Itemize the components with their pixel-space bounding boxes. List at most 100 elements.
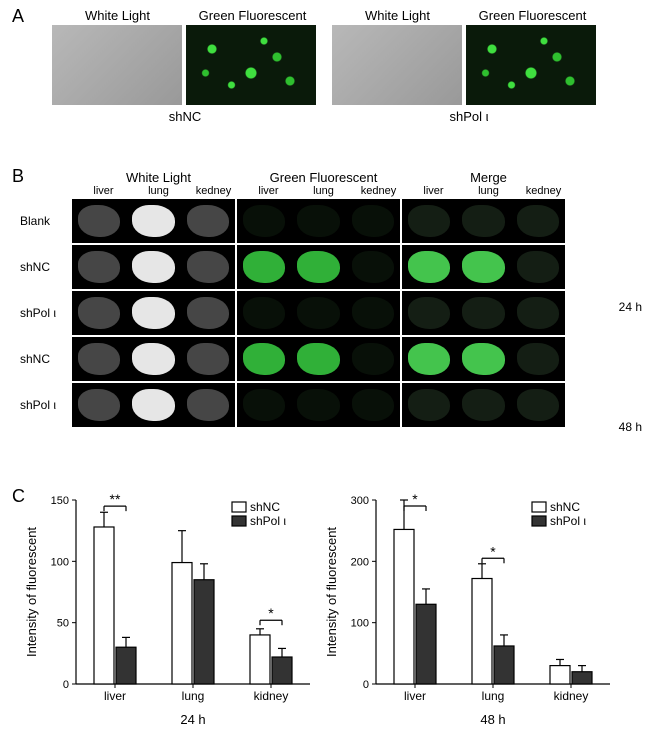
panel-b-th-1: Green Fluorescent [241,170,406,185]
svg-text:200: 200 [351,556,369,568]
svg-text:48 h: 48 h [480,712,505,727]
panel-b-organ-2-mg-0 [402,291,456,335]
panel-b-organ-1-wl-1 [126,245,180,289]
panel-b-organ-3-mg-2 [511,337,565,381]
panel-b-row-imgs-4 [72,383,567,427]
panel-b-strip-0-mg [402,199,565,243]
panel-b-row-2: shPol ι [20,291,640,335]
panel-b-strip-0-wl [72,199,235,243]
svg-text:150: 150 [51,495,69,507]
panel-b-organ-3-gf-0 [237,337,291,381]
panel-b-organ-2-gf-1 [291,291,345,335]
panel-b-organ-4-mg-0 [402,383,456,427]
chart-24h: 050100150Intensity of fluorescentliverlu… [20,490,320,730]
svg-text:shPol ι: shPol ι [250,514,286,528]
panel-b-rowlabel-3: shNC [20,352,72,366]
panel-b-organ-4-mg-2 [511,383,565,427]
svg-text:0: 0 [63,679,69,691]
panel-b-th-0: White Light [76,170,241,185]
svg-text:kidney: kidney [554,689,589,703]
sh-0: liver [76,185,131,197]
panel-b-organ-2-wl-2 [181,291,235,335]
svg-text:shPol ι: shPol ι [550,514,586,528]
panel-b-organ-2-mg-1 [456,291,510,335]
panel-b-organ-4-gf-1 [291,383,345,427]
panel-b-strip-2-wl [72,291,235,335]
panel-b-strip-1-wl [72,245,235,289]
panel-b-row-3: shNC [20,337,640,381]
chart-48h: 0100200300Intensity of fluorescentliverl… [320,490,620,730]
sh-1: lung [131,185,186,197]
panel-b-organ-4-wl-0 [72,383,126,427]
panel-b-organ-0-gf-1 [291,199,345,243]
sh-3: liver [241,185,296,197]
panel-b-organ-2-wl-1 [126,291,180,335]
sh-5: kedney [351,185,406,197]
panel-b-th-2: Merge [406,170,571,185]
panel-b-organ-4-gf-0 [237,383,291,427]
panel-b-strip-4-wl [72,383,235,427]
svg-text:lung: lung [182,689,205,703]
panel-b-row-imgs-3 [72,337,567,381]
panel-b-organ-2-gf-0 [237,291,291,335]
panel-a-img-shpol-wl [332,25,462,105]
panel-b-sub-headers: liverlungkedney liverlungkedney liverlun… [76,185,640,197]
panel-b-organ-1-mg-2 [511,245,565,289]
panel-b-organ-2-gf-2 [346,291,400,335]
panel-b-rows: BlankshNCshPol ιshNCshPol ι [20,199,640,427]
panel-b-top-headers: White Light Green Fluorescent Merge [76,170,640,185]
panel-b-organ-1-gf-1 [291,245,345,289]
panel-b-organ-4-mg-1 [456,383,510,427]
panel-b-organ-0-mg-1 [456,199,510,243]
panel-b-organ-1-wl-0 [72,245,126,289]
panel-b-organ-1-wl-2 [181,245,235,289]
panel-b-organ-3-gf-2 [346,337,400,381]
panel-b-row-imgs-0 [72,199,567,243]
panel-a-img-shnc-gf [186,25,316,105]
panel-b-organ-0-wl-2 [181,199,235,243]
panel-a-img-shpol-gf [466,25,596,105]
panel-b-rowlabel-2: shPol ι [20,306,72,320]
chart-24h-svg: 050100150Intensity of fluorescentliverlu… [20,490,320,730]
panel-b-strip-3-wl [72,337,235,381]
panel-b-organ-0-mg-2 [511,199,565,243]
panel-b-time-24: 24 h [619,300,642,314]
panel-a-header-2: White Light [330,8,465,23]
panel-b-rowlabel-4: shPol ι [20,398,72,412]
panel-b-strip-4-mg [402,383,565,427]
panel-b-row-4: shPol ι [20,383,640,427]
panel-b-strip-3-gf [237,337,400,381]
panel-b: White Light Green Fluorescent Merge live… [20,170,640,427]
panel-b-organ-4-wl-2 [181,383,235,427]
sh-8: kedney [516,185,571,197]
svg-text:*: * [412,491,418,507]
panel-b-rowlabel-0: Blank [20,214,72,228]
panel-b-organ-4-gf-2 [346,383,400,427]
panel-b-organ-0-mg-0 [402,199,456,243]
panel-b-row-0: Blank [20,199,640,243]
svg-text:liver: liver [404,689,426,703]
svg-text:kidney: kidney [254,689,289,703]
panel-a-captions: shNC shPol ι [50,109,630,124]
panel-b-organ-3-gf-1 [291,337,345,381]
panel-b-organ-0-wl-0 [72,199,126,243]
svg-text:24 h: 24 h [180,712,205,727]
panel-b-strip-4-gf [237,383,400,427]
svg-text:Intensity of fluorescent: Intensity of fluorescent [24,527,39,657]
sh-7: lung [461,185,516,197]
svg-text:100: 100 [51,556,69,568]
svg-text:*: * [268,605,274,621]
panel-b-organ-3-wl-0 [72,337,126,381]
svg-text:50: 50 [57,618,69,630]
svg-text:300: 300 [351,495,369,507]
panel-b-organ-1-mg-1 [456,245,510,289]
sh-6: liver [406,185,461,197]
svg-text:Intensity of fluorescent: Intensity of fluorescent [324,527,339,657]
panel-b-organ-1-gf-2 [346,245,400,289]
panel-a-header-3: Green Fluorescent [465,8,600,23]
panel-b-organ-2-mg-2 [511,291,565,335]
panel-b-strip-1-mg [402,245,565,289]
panel-a-header-0: White Light [50,8,185,23]
panel-b-organ-3-mg-0 [402,337,456,381]
panel-a-headers: White Light Green Fluorescent White Ligh… [50,8,630,23]
